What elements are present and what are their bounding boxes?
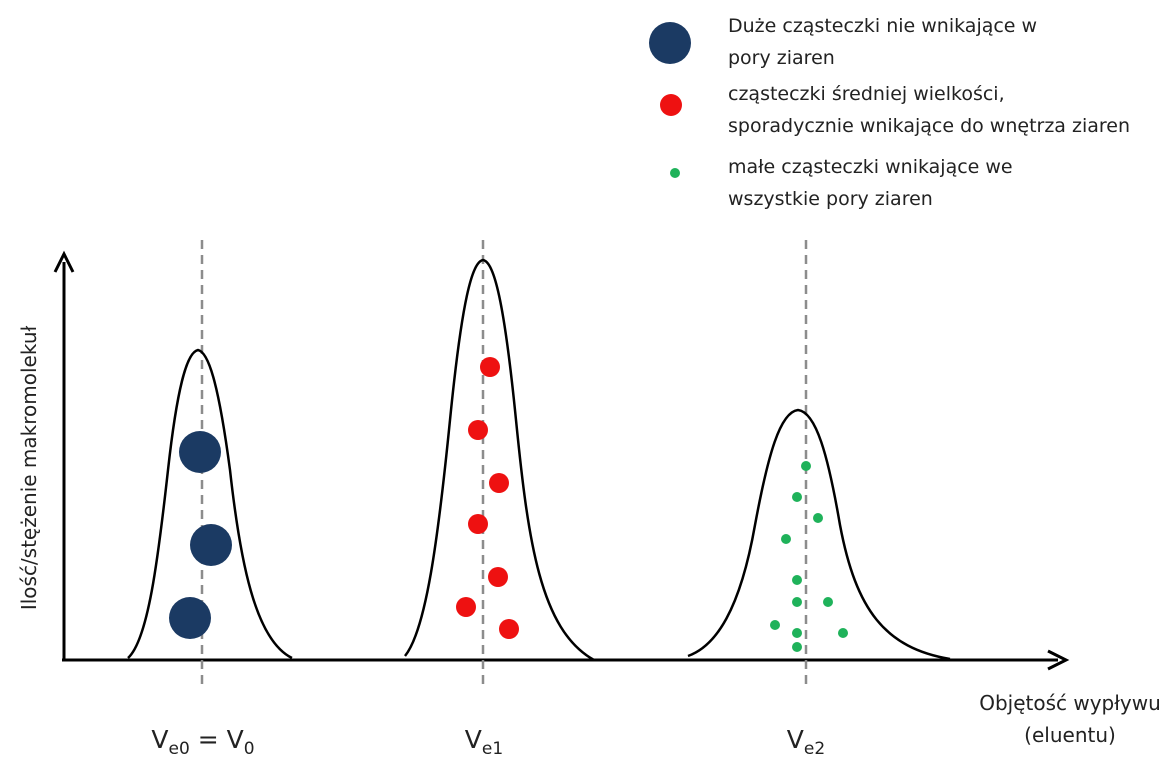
particles-small <box>770 461 848 652</box>
label-ve0-rest: = V <box>190 725 244 754</box>
label-ve0-main: V <box>151 725 168 754</box>
particles-large <box>169 431 232 639</box>
particle-small <box>813 513 823 523</box>
x-axis-label-line2: (eluentu) <box>1024 723 1116 747</box>
particle-small <box>781 534 791 544</box>
legend-marker-large <box>649 22 691 64</box>
legend: Duże cząsteczki nie wnikające w pory zia… <box>649 15 1130 210</box>
legend-large-line1: Duże cząsteczki nie wnikające w <box>728 15 1037 37</box>
legend-medium-line2: sporadycznie wnikające do wnętrza ziaren <box>728 115 1130 137</box>
legend-large-line2: pory ziaren <box>728 47 835 69</box>
axes: Ilość/stężenie makromolekuł Objętość wyp… <box>17 250 1161 747</box>
volume-labels: Ve0 = V0 Ve1 Ve2 <box>151 725 825 757</box>
x-axis-arrow <box>1047 649 1070 671</box>
label-ve2-main: V <box>787 725 804 754</box>
label-ve1-main: V <box>465 725 482 754</box>
legend-medium-line1: cząsteczki średniej wielkości, <box>728 83 1005 105</box>
particle-medium <box>456 597 476 617</box>
particle-large <box>190 524 232 566</box>
label-ve0-sub: e0 <box>169 739 190 757</box>
legend-marker-medium <box>660 94 682 116</box>
particle-small <box>801 461 811 471</box>
peak-curve-1 <box>127 348 293 660</box>
particle-medium <box>499 619 519 639</box>
particle-small <box>792 575 802 585</box>
x-axis-label-line1: Objętość wypływu <box>979 691 1161 715</box>
particle-small <box>792 597 802 607</box>
particle-small <box>823 597 833 607</box>
label-ve1: Ve1 <box>465 725 503 757</box>
particle-medium <box>468 514 488 534</box>
peak-curve-3 <box>687 408 951 661</box>
particle-medium <box>468 420 488 440</box>
label-ve2: Ve2 <box>787 725 825 757</box>
peak-curve-2 <box>404 258 595 662</box>
particle-small <box>792 642 802 652</box>
guide-lines <box>200 240 808 686</box>
peaks <box>127 258 951 662</box>
particle-medium <box>489 473 509 493</box>
y-axis-label: Ilość/stężenie makromolekuł <box>17 326 41 611</box>
label-ve1-sub: e1 <box>482 739 503 757</box>
label-ve0-sub2: 0 <box>244 739 255 757</box>
legend-small-line1: małe cząsteczki wnikające we <box>728 156 1013 178</box>
legend-marker-small <box>670 168 680 178</box>
legend-small-line2: wszystkie pory ziaren <box>728 188 933 210</box>
particles-medium <box>456 357 519 639</box>
particle-small <box>838 628 848 638</box>
particle-small <box>792 628 802 638</box>
particle-medium <box>488 567 508 587</box>
particle-small <box>770 620 780 630</box>
particle-medium <box>480 357 500 377</box>
label-ve2-sub: e2 <box>804 739 825 757</box>
particle-large <box>179 431 221 473</box>
y-axis-arrow <box>53 250 75 273</box>
particle-small <box>792 492 802 502</box>
label-ve0: Ve0 = V0 <box>151 725 254 757</box>
particle-large <box>169 597 211 639</box>
